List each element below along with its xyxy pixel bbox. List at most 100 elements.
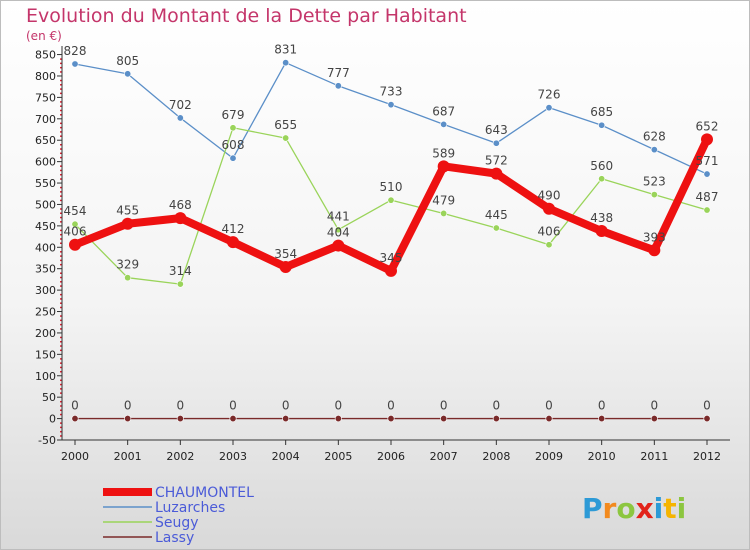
y-minor-tick bbox=[60, 212, 62, 215]
data-label-luzarches: 777 bbox=[327, 66, 350, 80]
data-point-luzarches bbox=[440, 120, 448, 128]
data-label-lassy: 0 bbox=[335, 399, 343, 413]
data-label-chaumontel: 438 bbox=[590, 211, 613, 225]
proxiti-logo: Proxiti bbox=[582, 492, 686, 525]
y-minor-tick bbox=[60, 293, 62, 296]
data-label-lassy: 0 bbox=[71, 399, 79, 413]
data-point-seugy bbox=[334, 226, 342, 234]
data-point-lassy bbox=[598, 415, 606, 423]
y-minor-tick bbox=[60, 362, 62, 364]
data-point-lassy bbox=[176, 415, 184, 423]
y-minor-tick bbox=[60, 383, 62, 386]
y-minor-tick bbox=[60, 208, 62, 210]
y-minor-tick bbox=[60, 62, 62, 65]
y-minor-tick bbox=[60, 255, 62, 257]
x-tick-label: 2001 bbox=[114, 450, 142, 463]
x-tick-label: 2010 bbox=[588, 450, 616, 463]
data-label-luzarches: 831 bbox=[274, 43, 297, 57]
data-point-lassy bbox=[229, 415, 237, 423]
data-point-seugy bbox=[440, 209, 448, 217]
y-minor-tick bbox=[60, 430, 62, 433]
y-tick-label: 850 bbox=[35, 49, 56, 62]
data-label-chaumontel: 589 bbox=[432, 146, 455, 160]
y-minor-tick bbox=[60, 298, 62, 300]
y-tick-label: 450 bbox=[35, 220, 56, 233]
y-minor-tick bbox=[60, 341, 62, 343]
data-label-luzarches: 733 bbox=[380, 85, 403, 99]
y-minor-tick bbox=[60, 178, 62, 180]
logo-text: Proxiti bbox=[582, 492, 686, 525]
y-tick-label: 50 bbox=[42, 391, 56, 404]
y-minor-tick bbox=[60, 122, 62, 125]
y-minor-tick bbox=[60, 199, 62, 202]
data-label-seugy: 487 bbox=[696, 190, 719, 204]
data-label-luzarches: 687 bbox=[432, 104, 455, 118]
data-point-chaumontel bbox=[121, 217, 134, 230]
data-label-luzarches: 702 bbox=[169, 98, 192, 112]
data-point-chaumontel bbox=[279, 260, 292, 273]
y-minor-tick bbox=[60, 238, 62, 240]
data-point-luzarches bbox=[545, 104, 553, 112]
data-point-lassy bbox=[492, 415, 500, 423]
y-tick-label: 750 bbox=[35, 91, 56, 104]
data-point-luzarches bbox=[598, 121, 606, 129]
y-minor-tick bbox=[60, 251, 62, 253]
x-tick-label: 2004 bbox=[272, 450, 300, 463]
data-point-seugy bbox=[282, 134, 290, 142]
y-tick-label: 100 bbox=[35, 370, 56, 383]
data-label-chaumontel: 345 bbox=[380, 251, 403, 265]
x-tick-label: 2002 bbox=[166, 450, 194, 463]
data-label-luzarches: 828 bbox=[64, 44, 87, 58]
data-point-lassy bbox=[387, 415, 395, 423]
x-tick-label: 2008 bbox=[482, 450, 510, 463]
y-minor-tick bbox=[60, 349, 62, 352]
data-label-lassy: 0 bbox=[282, 399, 290, 413]
chart-subtitle: (en €) bbox=[26, 29, 62, 43]
data-label-luzarches: 726 bbox=[538, 88, 561, 102]
data-point-lassy bbox=[703, 415, 711, 423]
y-tick-label: 600 bbox=[35, 156, 56, 169]
y-minor-tick bbox=[60, 276, 62, 279]
data-label-luzarches: 643 bbox=[485, 123, 508, 137]
y-minor-tick bbox=[60, 216, 62, 219]
data-label-luzarches: 571 bbox=[696, 154, 719, 168]
y-minor-tick bbox=[60, 306, 62, 309]
y-minor-tick bbox=[60, 169, 62, 172]
y-minor-tick bbox=[60, 328, 62, 330]
y-minor-tick bbox=[60, 242, 62, 244]
data-point-chaumontel bbox=[648, 244, 661, 257]
data-label-luzarches: 805 bbox=[116, 54, 139, 68]
data-point-chaumontel bbox=[174, 212, 187, 225]
y-minor-tick bbox=[60, 101, 62, 103]
data-label-chaumontel: 490 bbox=[538, 189, 561, 203]
y-tick-label: 400 bbox=[35, 241, 56, 254]
axes: -50 0 50 100 150 200 250 300 350 400 450 500 550 600 6… bbox=[35, 46, 730, 463]
y-minor-tick bbox=[60, 88, 62, 90]
y-minor-tick bbox=[60, 259, 62, 262]
y-minor-tick bbox=[60, 422, 62, 424]
y-tick-label: -50 bbox=[38, 434, 56, 447]
y-minor-tick bbox=[60, 302, 62, 304]
data-labels-layer: 828 805 702 608 831 777 733 687 643 726 685 628 571 4… bbox=[64, 43, 719, 413]
y-tick-label: 0 bbox=[49, 413, 56, 426]
data-point-seugy bbox=[176, 280, 184, 288]
y-minor-tick bbox=[60, 66, 62, 69]
chart-title: Evolution du Montant de la Dette par Hab… bbox=[26, 5, 467, 27]
data-label-seugy: 454 bbox=[64, 204, 87, 218]
y-tick-label: 350 bbox=[35, 263, 56, 276]
y-minor-tick bbox=[60, 409, 62, 412]
data-point-lassy bbox=[71, 415, 79, 423]
data-point-seugy bbox=[71, 220, 79, 228]
data-point-luzarches bbox=[124, 70, 132, 78]
y-minor-tick bbox=[60, 285, 62, 287]
data-point-lassy bbox=[124, 415, 132, 423]
y-minor-tick bbox=[60, 319, 62, 322]
y-tick-label: 500 bbox=[35, 198, 56, 211]
data-point-chaumontel bbox=[490, 167, 503, 180]
data-label-luzarches: 608 bbox=[222, 138, 245, 152]
data-point-seugy bbox=[229, 124, 237, 132]
series-layer bbox=[69, 59, 713, 423]
data-label-chaumontel: 572 bbox=[485, 154, 508, 168]
legend-label-lassy: Lassy bbox=[155, 530, 194, 546]
